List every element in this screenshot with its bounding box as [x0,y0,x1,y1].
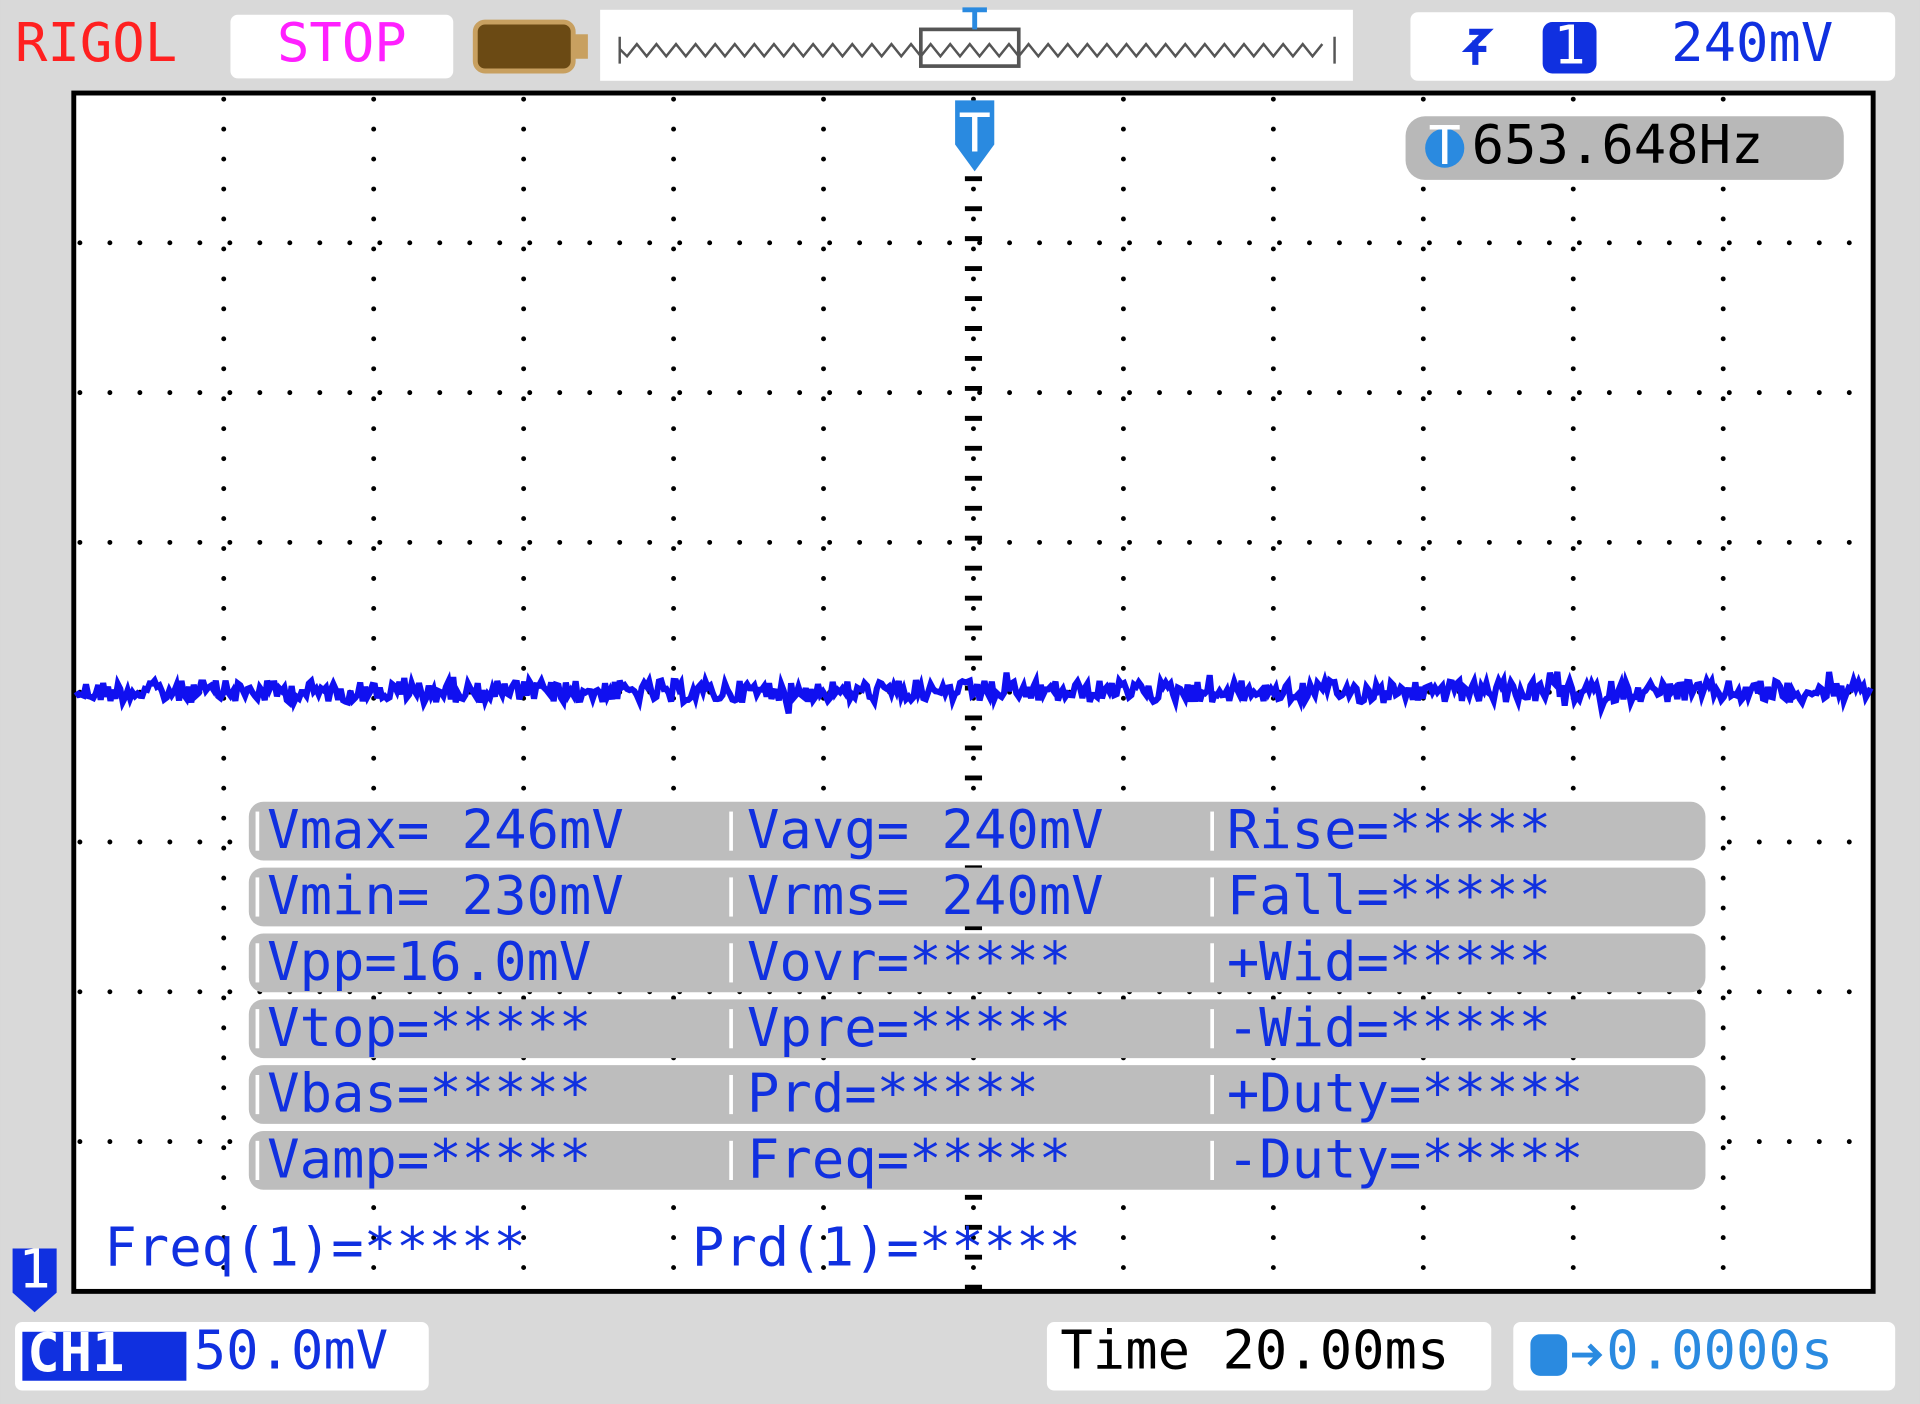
frequency-counter-box [1405,116,1844,180]
trigger-position-marker [955,100,995,172]
measurement: Vamp=***** [267,1128,591,1191]
measurement-row [248,801,1706,861]
timebase: Time 20.00ms [1060,1318,1449,1381]
measurement: Vmin= 230mV [267,864,624,927]
run-status: STOP [277,11,407,74]
measurement: +Wid=***** [1227,930,1551,993]
trigger-offset-arrow [1572,1343,1603,1367]
channel-name: CH1 [27,1321,124,1384]
measurement: Vavg= 240mV [747,798,1104,861]
measurement: Vovr=***** [747,930,1071,993]
memory-icon [472,19,576,74]
measurement: Rise=***** [1227,798,1551,861]
trigger-source: 1 [1553,14,1585,77]
bottom-measurement: Prd(1)=***** [692,1216,1081,1279]
memory-trigger-marker [962,7,987,30]
trigger-offset-box [1513,1321,1896,1391]
trigger-level: 240mV [1671,11,1833,74]
status-box [230,14,454,79]
measurement: Vpp=16.0mV [267,930,591,993]
measurement: -Wid=***** [1227,996,1551,1059]
measurement: Prd=***** [747,1062,1039,1125]
channel-badge [22,1331,187,1381]
channel-marker-label: 1 [18,1238,50,1301]
measurement: +Duty=***** [1227,1062,1584,1125]
measurement-panel: Vmax= 246mV Vavg= 240mV Rise=***** Vmin= 23… [248,798,1706,1191]
measurement: Vbas=***** [267,1062,591,1125]
bottom-measurement: Freq(1)=***** [104,1216,525,1279]
measurement-row [248,933,1706,993]
measurement-row [248,1065,1706,1124]
trigger-edge-icon [1461,28,1494,65]
measurement: Vpre=***** [747,996,1071,1059]
brand: RIGOL [15,11,177,74]
measurement-row [248,999,1706,1059]
memory-waveform [618,36,1336,64]
trigger-offset: 0.0000s [1606,1318,1833,1381]
frequency-counter: 653.648Hz [1472,113,1764,176]
counter-icon [1425,128,1465,168]
counter-icon-label: T [1429,114,1461,177]
channel-scale: 50.0mV [194,1318,389,1381]
memory-window [918,27,1021,68]
measurement: -Duty=***** [1227,1128,1584,1191]
timebase-box [1046,1321,1492,1391]
channel-marker [12,1248,57,1313]
memory-icon-tip [573,34,588,59]
measurement: Vmax= 246mV [267,798,624,861]
measurement: Freq=***** [747,1128,1071,1191]
trigger-box [1410,12,1896,81]
trigger-marker-label: T [958,102,990,165]
trigger-offset-icon [1530,1334,1568,1376]
ch1-waveform [73,669,1874,720]
measurement: Vtop=***** [267,996,591,1059]
measurement: Fall=***** [1227,864,1551,927]
measurement-row [248,867,1706,927]
trigger-source-box [1542,22,1597,74]
measurement: Vrms= 240mV [747,864,1104,927]
measurement-row [248,1131,1706,1190]
